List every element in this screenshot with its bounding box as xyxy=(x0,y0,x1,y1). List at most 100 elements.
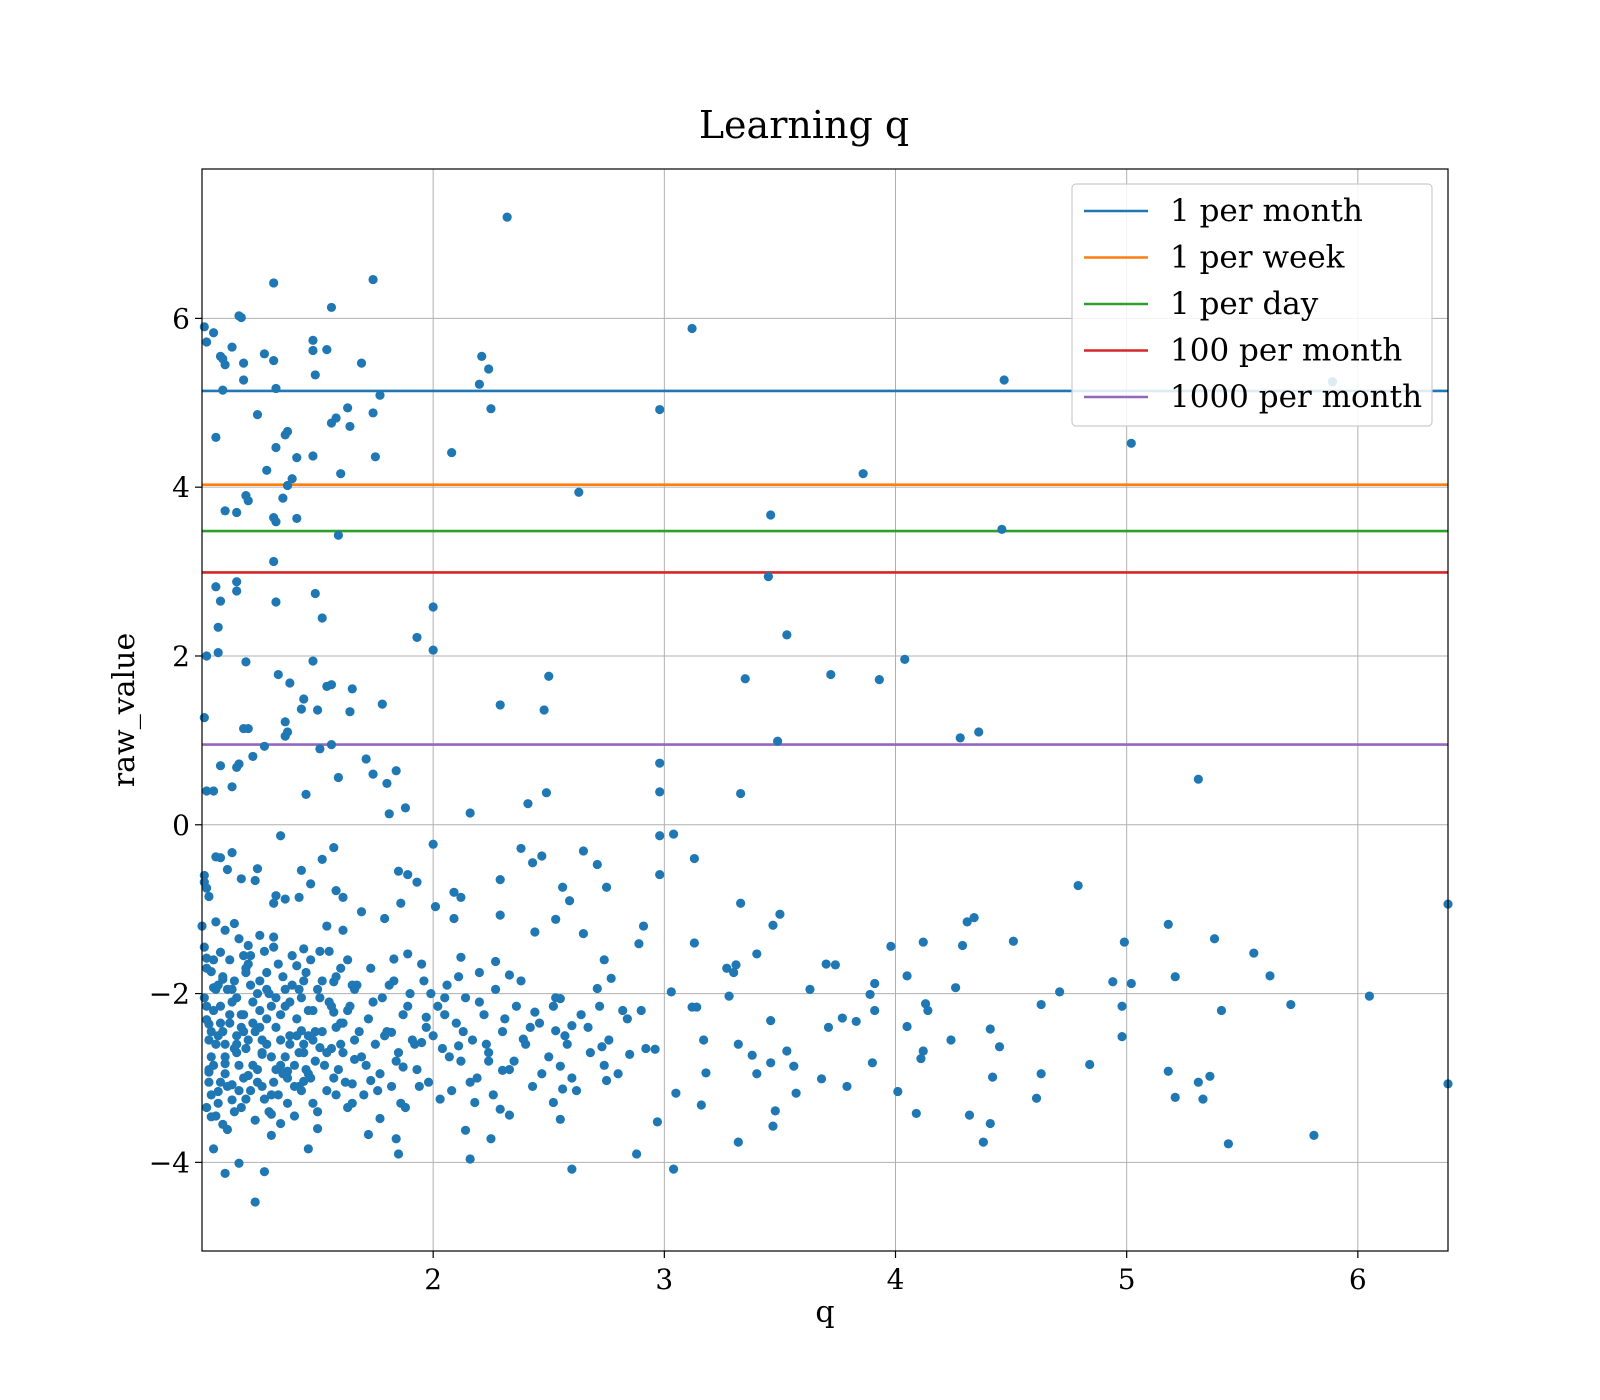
scatter-point xyxy=(211,917,221,927)
scatter-point xyxy=(370,452,380,462)
scatter-point xyxy=(312,1107,323,1117)
scatter-point xyxy=(414,1081,424,1092)
scatter-point xyxy=(500,1014,510,1024)
scatter-point xyxy=(962,917,972,927)
scatter-point xyxy=(375,1069,385,1079)
scatter-point xyxy=(733,1039,743,1049)
scatter-point xyxy=(241,1043,251,1054)
scatter-point xyxy=(551,914,561,924)
scatter-point xyxy=(994,1042,1005,1052)
scatter-point xyxy=(985,1024,995,1034)
scatter-point xyxy=(239,951,249,961)
scatter-point xyxy=(900,654,910,664)
scatter-point xyxy=(474,967,485,978)
scatter-point xyxy=(213,1031,223,1041)
scatter-point xyxy=(1170,972,1180,982)
scatter-point xyxy=(356,907,367,917)
scatter-point xyxy=(597,1042,607,1052)
scatter-point xyxy=(227,997,237,1007)
scatter-point xyxy=(396,898,406,908)
chart-title: Learning q xyxy=(699,103,909,147)
scatter-point xyxy=(366,1075,376,1086)
scatter-point xyxy=(403,949,413,959)
reference-lines xyxy=(202,389,1448,746)
y-tick-label: 6 xyxy=(172,302,190,335)
scatter-point xyxy=(481,1039,491,1049)
scatter-point xyxy=(987,1072,998,1082)
scatter-point xyxy=(287,980,297,990)
scatter-point xyxy=(435,1094,445,1104)
scatter-point xyxy=(578,929,589,939)
scatter-point xyxy=(449,887,459,897)
scatter-point xyxy=(766,1058,776,1068)
scatter-point xyxy=(296,865,307,875)
scatter-point xyxy=(601,1075,612,1086)
scatter-point xyxy=(564,896,575,906)
scatter-point xyxy=(310,588,320,599)
scatter-point xyxy=(349,1035,360,1045)
scatter-point xyxy=(911,1108,921,1119)
scatter-point xyxy=(456,892,466,902)
scatter-point xyxy=(315,946,325,956)
scatter-point xyxy=(368,274,378,285)
scatter-point xyxy=(428,602,438,612)
scatter-point xyxy=(232,507,242,518)
scatter-point xyxy=(308,335,318,345)
scatter-point xyxy=(299,944,309,954)
scatter-point xyxy=(599,955,609,965)
scatter-point xyxy=(211,432,221,442)
scatter-point xyxy=(213,1086,223,1097)
scatter-point xyxy=(312,705,323,715)
scatter-point xyxy=(722,963,732,973)
scatter-point xyxy=(255,976,265,986)
scatter-point xyxy=(504,970,515,980)
scatter-point xyxy=(215,853,226,863)
scatter-point xyxy=(747,1050,757,1060)
y-axis-label: raw_value xyxy=(107,633,142,787)
scatter-point xyxy=(525,1022,535,1032)
scatter-point xyxy=(227,984,237,994)
scatter-point xyxy=(236,1102,246,1113)
scatter-point xyxy=(490,984,501,994)
scatter-point xyxy=(391,766,401,776)
scatter-point xyxy=(303,1069,313,1079)
scatter-point xyxy=(495,910,505,920)
scatter-point xyxy=(243,959,253,969)
scatter-point xyxy=(592,983,602,994)
scatter-point xyxy=(271,993,281,1003)
scatter-point xyxy=(241,967,251,978)
scatter-point xyxy=(1036,999,1046,1010)
scatter-point xyxy=(245,1086,256,1096)
scatter-point xyxy=(886,941,896,951)
scatter-point xyxy=(220,1052,230,1062)
scatter-point xyxy=(220,1168,230,1178)
scatter-point xyxy=(768,920,778,930)
scatter-point xyxy=(421,1012,431,1022)
scatter-point xyxy=(202,1102,212,1113)
scatter-point xyxy=(1085,1059,1095,1070)
scatter-point xyxy=(211,984,221,994)
scatter-point xyxy=(447,447,457,458)
scatter-point xyxy=(208,328,219,338)
scatter-point xyxy=(280,717,290,727)
scatter-point xyxy=(447,1086,457,1096)
scatter-point xyxy=(208,786,219,796)
scatter-point xyxy=(421,1022,431,1032)
scatter-point xyxy=(375,1113,385,1124)
scatter-point xyxy=(1036,1069,1046,1079)
scatter-point xyxy=(1193,774,1203,784)
legend-label: 1000 per month xyxy=(1170,379,1422,415)
scatter-point xyxy=(574,487,584,497)
scatter-point xyxy=(363,1129,374,1140)
scatter-point xyxy=(222,864,233,875)
scatter-point xyxy=(269,556,279,567)
scatter-point xyxy=(271,597,281,607)
scatter-point xyxy=(257,1048,267,1058)
scatter-point xyxy=(458,1026,468,1037)
scatter-point xyxy=(523,799,533,809)
scatter-point xyxy=(451,1018,461,1028)
scatter-point xyxy=(419,976,429,986)
scatter-point xyxy=(338,925,348,935)
scatter-point xyxy=(1193,1077,1203,1087)
scatter-point xyxy=(218,385,228,395)
